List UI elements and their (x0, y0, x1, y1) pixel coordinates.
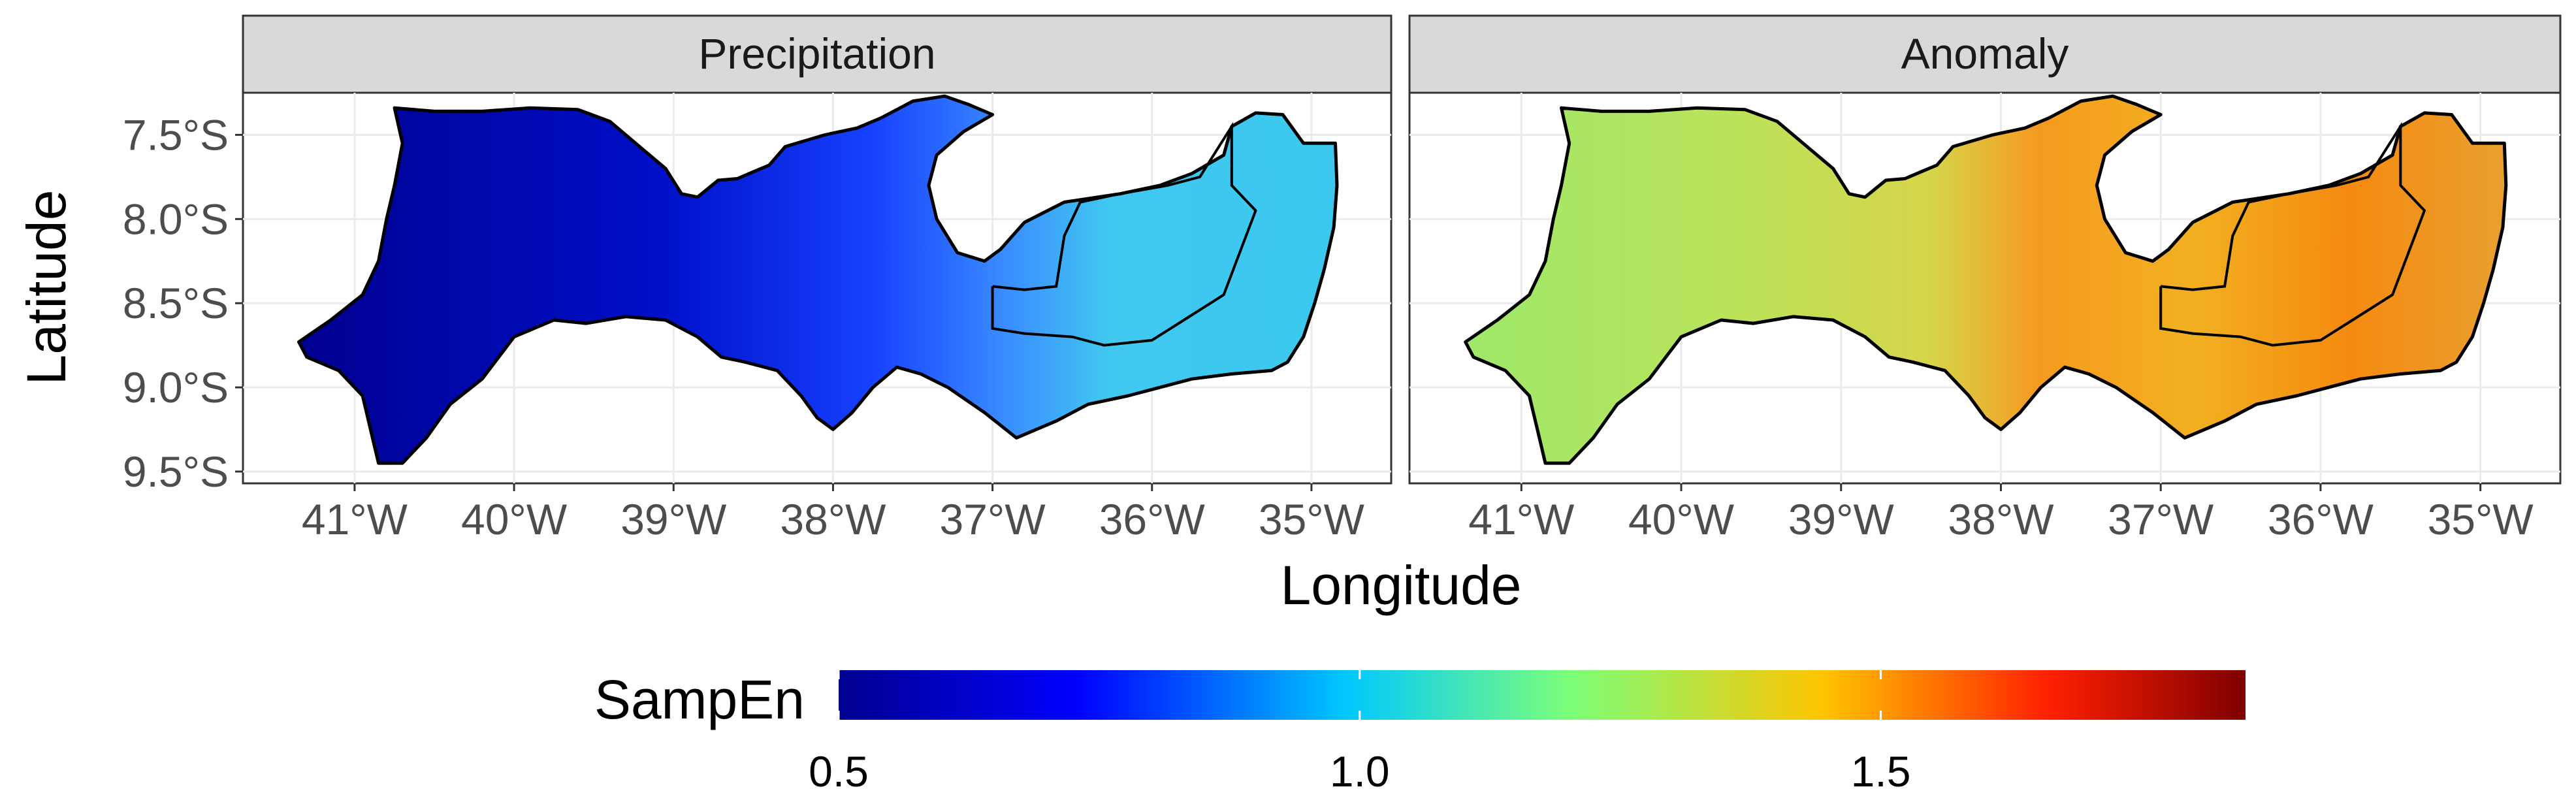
y-tick-label: 9.5°S (123, 447, 229, 496)
x-tick-label: 36°W (2268, 495, 2374, 543)
panel-title-anomaly: Anomaly (1901, 29, 2069, 78)
x-axis-title: Longitude (1280, 555, 1521, 616)
legend-title: SampEn (594, 669, 805, 730)
y-tick-label: 8.5°S (123, 279, 229, 327)
strip-anomaly (1408, 14, 2562, 94)
x-ticks-precipitation: 41°W 40°W 39°W 38°W 37°W 36°W 35°W (302, 483, 1365, 543)
legend-colorbar (839, 670, 2246, 720)
subregion-border-anomaly (2159, 121, 2426, 347)
region-precipitation (297, 94, 1339, 465)
legend-tick-label: 1.0 (1330, 747, 1390, 796)
x-tick-label: 39°W (1788, 495, 1895, 543)
panel-title-precipitation: Precipitation (698, 29, 935, 78)
x-tick-label: 40°W (461, 495, 568, 543)
x-tick-label: 38°W (1948, 495, 2054, 543)
x-ticks-anomaly: 41°W 40°W 39°W 38°W 37°W 36°W 35°W (1468, 483, 2534, 543)
x-tick-label: 41°W (302, 495, 408, 543)
x-tick-label: 40°W (1628, 495, 1735, 543)
x-tick-label: 35°W (2428, 495, 2534, 543)
x-tick-label: 38°W (780, 495, 886, 543)
legend-tick-label: 0.5 (809, 747, 869, 796)
x-tick-label: 36°W (1099, 495, 1206, 543)
y-tick-label: 7.5°S (123, 110, 229, 159)
y-tick-label: 9.0°S (123, 363, 229, 411)
y-tick-label: 8.0°S (123, 195, 229, 243)
strip-precipitation (242, 14, 1393, 94)
legend-ticks: 0.5 1.0 1.5 (809, 670, 1910, 796)
x-tick-label: 41°W (1468, 495, 1575, 543)
subregion-border-precipitation (991, 121, 1257, 347)
legend-tick-label: 1.5 (1851, 747, 1911, 796)
x-tick-label: 37°W (2108, 495, 2214, 543)
y-axis-title: Latitude (16, 190, 77, 385)
y-ticks-precipitation: 7.5°S 8.0°S 8.5°S 9.0°S 9.5°S (123, 110, 243, 496)
region-anomaly (1464, 94, 2508, 465)
x-tick-label: 35°W (1259, 495, 1365, 543)
x-tick-label: 37°W (940, 495, 1046, 543)
panel-anomaly: Anomaly 41°W 40°W 39°W 38°W 37°W 36°W 35°W (1408, 14, 2562, 543)
panel-precipitation: Precipitation 41°W 40°W 39°W 38°W 37°W 36°W 35… (123, 14, 1393, 543)
color-legend: SampEn 0.5 1.0 1.5 (594, 669, 2246, 796)
x-tick-label: 39°W (620, 495, 727, 543)
